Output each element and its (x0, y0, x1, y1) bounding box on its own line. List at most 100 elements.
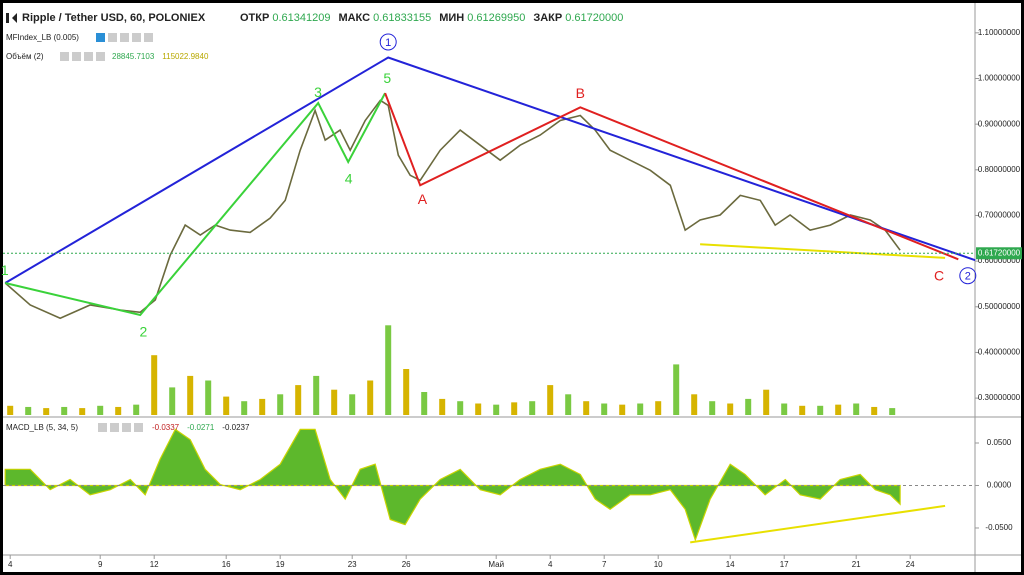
indicator-button[interactable] (84, 52, 93, 61)
indicator-button[interactable] (132, 33, 141, 42)
indicator-button[interactable] (134, 423, 143, 432)
volume-bar (151, 355, 158, 415)
wave-label: 5 (383, 70, 391, 86)
indicator-button[interactable] (108, 33, 117, 42)
wave-line (4, 56, 976, 284)
macd-legend-value: -0.0271 (187, 423, 215, 432)
macd-area (4, 428, 901, 542)
x-tick-label: 9 (98, 560, 103, 569)
volume-title[interactable]: Объём (2) (6, 52, 44, 61)
wave-line (384, 92, 959, 261)
x-tick-label: 16 (222, 560, 231, 569)
ohlc-label: МИН (439, 12, 464, 24)
volume-bar (475, 403, 482, 415)
x-tick-label: 4 (8, 560, 13, 569)
ohlc-legend: ОТКР 0.61341209 МАКС 0.61833155 МИН 0.6126995… (240, 12, 623, 24)
volume-bar (7, 405, 14, 415)
ohlc-value: 0.61341209 (272, 12, 330, 24)
wave-label: 4 (345, 171, 353, 187)
indicator-button[interactable] (110, 423, 119, 432)
volume-bar (259, 398, 266, 415)
volume-bar (367, 380, 374, 415)
volume-bar (763, 389, 770, 415)
indicator-button[interactable] (72, 52, 81, 61)
y-tick-label: 0.30000000 (978, 393, 1021, 402)
x-tick-label: 4 (548, 560, 553, 569)
volume-bar (43, 408, 50, 415)
volume-bar (637, 403, 644, 415)
indicator-title[interactable]: MFIndex_LB (0.005) (6, 33, 79, 42)
x-tick-label: 21 (852, 560, 861, 569)
indicator-button[interactable] (96, 52, 105, 61)
last-price-box (976, 247, 1022, 260)
wave-label: 2 (965, 271, 971, 283)
volume-bar (115, 406, 122, 415)
volume-legend-value: 28845.7103 (112, 52, 155, 61)
volume-bar (745, 398, 752, 415)
volume-bar (439, 398, 446, 415)
wave-line (700, 243, 946, 259)
volume-bar (493, 404, 500, 415)
indicator-button[interactable] (144, 33, 153, 42)
volume-bar (25, 406, 32, 415)
ohlc-value: 0.61833155 (373, 12, 431, 24)
y-tick-label: 0.90000000 (978, 119, 1021, 128)
macd-title[interactable]: MACD_LB (5, 34, 5) (6, 423, 78, 432)
volume-bar (511, 402, 518, 415)
volume-bar (421, 392, 428, 415)
volume-bar (565, 394, 572, 415)
symbol-icon (12, 13, 17, 23)
volume-bar (835, 404, 842, 415)
ohlc-value: 0.61269950 (467, 12, 525, 24)
settings-button[interactable] (96, 33, 105, 42)
volume-bar (547, 385, 554, 415)
volume-bar (79, 408, 86, 415)
volume-legend-value: 115022.9840 (162, 52, 209, 61)
volume-bar (331, 389, 338, 415)
volume-bar (727, 403, 734, 415)
volume-bar (403, 369, 410, 415)
x-tick-label: 24 (906, 560, 915, 569)
volume-bar (313, 375, 320, 415)
y-tick-label: -0.0500 (985, 523, 1013, 532)
volume-bar (187, 375, 194, 415)
volume-bar (691, 394, 698, 415)
y-tick-label: 0.50000000 (978, 302, 1021, 311)
volume-bar (799, 405, 806, 415)
indicator-button[interactable] (98, 423, 107, 432)
x-tick-label: 7 (602, 560, 607, 569)
wave-label: A (418, 191, 428, 207)
volume-bar (529, 401, 536, 415)
x-tick-label: Май (488, 560, 504, 569)
volume-bar (817, 405, 824, 415)
x-tick-label: 17 (780, 560, 789, 569)
indicator-button[interactable] (122, 423, 131, 432)
y-tick-label: 0.80000000 (978, 165, 1021, 174)
volume-bar (133, 404, 140, 415)
trend-line (690, 504, 946, 544)
x-tick-label: 23 (348, 560, 357, 569)
wave-label: B (576, 85, 585, 101)
x-tick-label: 10 (654, 560, 663, 569)
volume-bar (97, 405, 104, 415)
x-tick-label: 12 (150, 560, 159, 569)
volume-bar (583, 401, 590, 415)
volume-bar (349, 394, 356, 415)
ohlc-label: ОТКР (240, 12, 269, 24)
volume-bar (277, 394, 284, 415)
y-tick-label: 0.40000000 (978, 348, 1021, 357)
y-tick-label: 0.60000000 (978, 256, 1021, 265)
indicator-button[interactable] (120, 33, 129, 42)
symbol-icon (6, 13, 9, 23)
volume-bar (385, 325, 392, 415)
last-price-label: 0.61720000 (978, 248, 1021, 257)
volume-bar (457, 401, 464, 415)
wave-label: C (934, 267, 944, 283)
y-tick-label: 0.70000000 (978, 211, 1021, 220)
volume-bar (61, 406, 68, 415)
volume-bar (655, 401, 662, 415)
volume-bar (619, 404, 626, 415)
indicator-button[interactable] (60, 52, 69, 61)
